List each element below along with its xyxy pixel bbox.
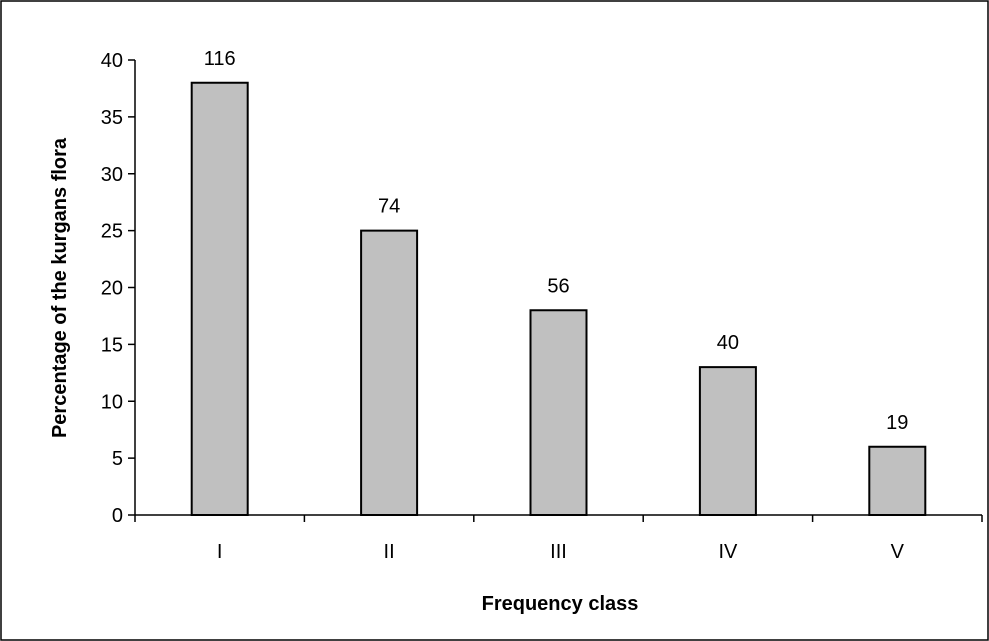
x-category-label: III — [550, 541, 567, 563]
bar-III — [529, 309, 588, 516]
x-category-label: V — [891, 541, 905, 563]
x-category-label: IV — [718, 541, 738, 563]
bar-data-label: 56 — [547, 275, 569, 297]
y-axis: 0 5 10 15 20 25 30 35 40 — [101, 50, 136, 527]
x-category-label: II — [384, 541, 395, 563]
y-tick-label: 15 — [101, 334, 123, 356]
y-tick-label: 30 — [101, 164, 123, 186]
y-tick-label: 20 — [101, 278, 123, 300]
bar-I — [190, 81, 249, 516]
y-tick-label: 35 — [101, 107, 123, 129]
y-axis-title: Percentage of the kurgans flora — [49, 137, 71, 438]
bars-group — [190, 81, 927, 516]
y-tick-label: 5 — [112, 448, 123, 470]
y-tick-label: 25 — [101, 221, 123, 243]
bar-V — [868, 445, 927, 516]
x-category-label: I — [217, 541, 223, 563]
y-tick-label: 0 — [112, 505, 123, 527]
bar-II — [360, 229, 419, 516]
data-labels-group: 116 74 56 40 19 — [204, 48, 909, 434]
x-axis-title: Frequency class — [482, 593, 639, 615]
y-tick-label: 40 — [101, 50, 123, 72]
y-tick-label: 10 — [101, 391, 123, 413]
bar-data-label: 116 — [204, 48, 236, 70]
bar-data-label: 40 — [717, 332, 739, 354]
bar-data-label: 19 — [886, 412, 908, 434]
bar-IV — [698, 366, 757, 516]
bar-data-label: 74 — [378, 196, 400, 218]
